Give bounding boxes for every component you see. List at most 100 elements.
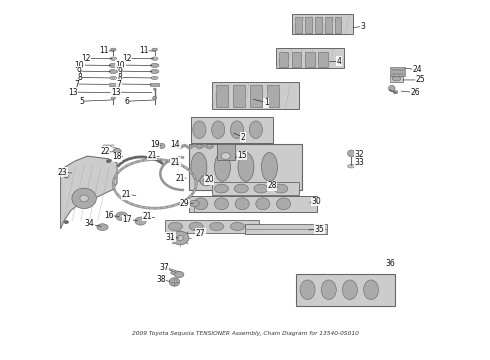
Ellipse shape	[171, 271, 176, 275]
Ellipse shape	[200, 175, 213, 186]
Bar	[390, 71, 405, 73]
Ellipse shape	[204, 178, 209, 183]
Ellipse shape	[97, 224, 108, 230]
Text: 24: 24	[413, 65, 422, 74]
Text: 11: 11	[99, 46, 109, 55]
Ellipse shape	[215, 184, 228, 193]
Text: 2: 2	[241, 132, 245, 141]
Text: 20: 20	[204, 175, 214, 184]
Text: 2009 Toyota Sequoia TENSIONER Assembly, Chain Diagram for 13540-0S010: 2009 Toyota Sequoia TENSIONER Assembly, …	[131, 331, 359, 336]
Ellipse shape	[194, 198, 208, 210]
Polygon shape	[61, 156, 117, 229]
Ellipse shape	[221, 153, 230, 159]
Ellipse shape	[151, 57, 158, 60]
Bar	[267, 85, 279, 107]
Text: 10: 10	[74, 60, 84, 69]
Ellipse shape	[152, 48, 157, 51]
Ellipse shape	[256, 198, 270, 210]
Ellipse shape	[189, 201, 199, 207]
Bar	[305, 51, 315, 67]
Ellipse shape	[392, 76, 401, 81]
Ellipse shape	[106, 159, 111, 163]
Text: 35: 35	[315, 225, 324, 234]
Text: 10: 10	[116, 60, 125, 69]
Ellipse shape	[110, 57, 117, 60]
Text: 3: 3	[360, 22, 365, 31]
Ellipse shape	[153, 77, 156, 78]
Ellipse shape	[274, 184, 288, 193]
Text: 15: 15	[237, 151, 247, 160]
Ellipse shape	[235, 198, 249, 210]
Ellipse shape	[249, 121, 263, 139]
Bar	[279, 51, 288, 67]
Ellipse shape	[177, 236, 183, 240]
Bar	[212, 182, 299, 195]
Ellipse shape	[72, 188, 97, 208]
Text: 21: 21	[147, 151, 157, 160]
Text: 30: 30	[312, 197, 321, 206]
Text: 8: 8	[118, 73, 122, 82]
Text: 36: 36	[385, 259, 395, 268]
Text: 5: 5	[79, 97, 84, 106]
Ellipse shape	[189, 222, 203, 230]
Ellipse shape	[215, 153, 230, 181]
Ellipse shape	[172, 280, 177, 284]
Ellipse shape	[347, 150, 355, 157]
Ellipse shape	[153, 58, 156, 59]
Bar	[318, 51, 328, 67]
Bar	[305, 17, 312, 33]
Bar	[292, 14, 353, 34]
Ellipse shape	[109, 69, 118, 73]
Text: 13: 13	[111, 87, 121, 96]
Ellipse shape	[230, 121, 244, 139]
Text: 7: 7	[74, 80, 79, 89]
Ellipse shape	[234, 184, 248, 193]
Text: 16: 16	[104, 211, 113, 220]
Text: 29: 29	[180, 199, 190, 208]
Bar	[217, 144, 235, 160]
Text: 34: 34	[85, 219, 95, 228]
Text: 13: 13	[69, 87, 78, 96]
Ellipse shape	[174, 271, 184, 278]
Ellipse shape	[215, 198, 228, 210]
Ellipse shape	[157, 143, 165, 149]
Ellipse shape	[389, 85, 395, 91]
Bar	[190, 196, 317, 212]
Ellipse shape	[116, 212, 128, 221]
Text: 14: 14	[171, 140, 180, 149]
Bar	[335, 17, 342, 33]
Ellipse shape	[321, 280, 336, 300]
Ellipse shape	[151, 76, 158, 80]
Bar	[212, 82, 299, 109]
Text: 12: 12	[122, 54, 131, 63]
Ellipse shape	[212, 121, 225, 139]
Text: 21: 21	[122, 190, 131, 199]
Text: 21: 21	[175, 174, 185, 183]
Text: 6: 6	[124, 97, 129, 106]
Ellipse shape	[343, 280, 357, 300]
Ellipse shape	[112, 77, 115, 78]
Bar	[250, 85, 262, 107]
Text: 1: 1	[264, 98, 269, 107]
Text: 19: 19	[150, 140, 160, 149]
Ellipse shape	[113, 148, 122, 156]
Text: 25: 25	[415, 76, 425, 85]
Bar	[292, 51, 301, 67]
Text: 28: 28	[268, 181, 277, 190]
Text: 37: 37	[159, 263, 169, 272]
Ellipse shape	[262, 153, 277, 181]
Bar	[315, 17, 321, 33]
Ellipse shape	[254, 184, 268, 193]
Text: 9: 9	[77, 67, 82, 76]
Ellipse shape	[109, 63, 118, 67]
Bar	[191, 117, 273, 143]
Text: 7: 7	[117, 80, 122, 89]
Text: 31: 31	[166, 233, 175, 242]
Ellipse shape	[150, 63, 159, 67]
Ellipse shape	[112, 58, 115, 59]
Text: 8: 8	[77, 73, 82, 82]
Ellipse shape	[153, 88, 156, 90]
Bar	[165, 220, 259, 233]
Text: 11: 11	[139, 46, 148, 55]
Text: 32: 32	[354, 150, 364, 159]
